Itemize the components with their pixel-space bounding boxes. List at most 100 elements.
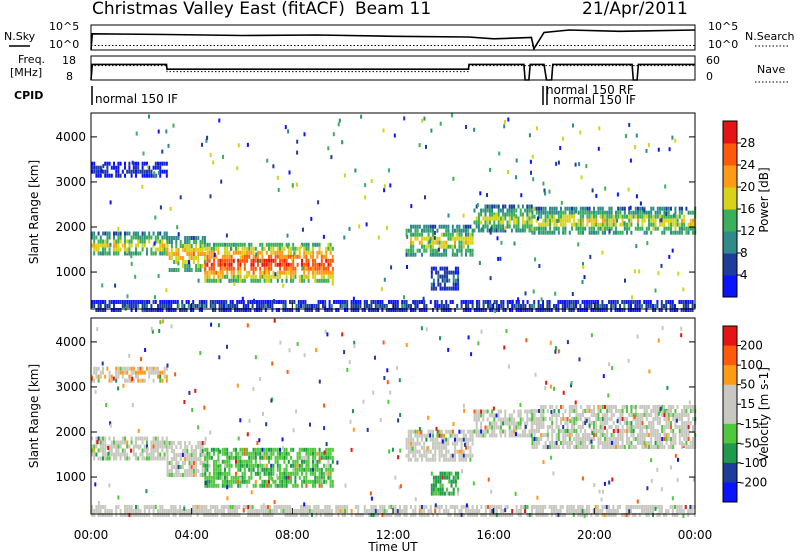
scatter-cell-2 <box>226 447 229 452</box>
scatter-speckle <box>562 136 564 141</box>
scatter-cell-5 <box>544 230 547 235</box>
scatter-speckle <box>648 369 651 374</box>
scatter-cell-1 <box>166 244 169 248</box>
scatter-cell-2 <box>208 483 211 488</box>
scatter-cell-2 <box>246 258 248 263</box>
scatter-cell-1 <box>175 252 178 256</box>
scatter-cell-8 <box>568 308 571 312</box>
scatter-cell-8 <box>456 513 459 517</box>
scatter-cell-8 <box>311 308 313 312</box>
scatter-cell-8 <box>454 509 456 513</box>
scatter-speckle <box>291 183 294 188</box>
scatter-cell-2 <box>204 447 207 452</box>
scatter-cell-5 <box>588 218 591 223</box>
scatter-cell-2 <box>307 258 310 263</box>
scatter-speckle <box>433 235 436 240</box>
scatter-speckle <box>638 269 641 274</box>
scatter-cell-8 <box>126 505 129 509</box>
scatter-cell-8 <box>500 513 503 517</box>
scatter-cell-2 <box>261 258 264 263</box>
scatter-speckle <box>682 514 685 518</box>
scatter-cell-2 <box>217 483 220 488</box>
scatter-cell-1 <box>170 469 173 473</box>
scatter-cell-5 <box>619 230 622 235</box>
scatter-cell-8 <box>368 304 371 308</box>
scatter-cell-8 <box>196 304 199 308</box>
scatter-cell-8 <box>196 509 199 513</box>
scatter-cell-2 <box>305 479 308 484</box>
scatter-cell-3 <box>429 248 432 253</box>
scatter-cell-3 <box>469 248 472 253</box>
scatter-cell-2 <box>215 242 218 247</box>
scatter-cell-2 <box>279 467 281 472</box>
scatter-cell-1 <box>199 244 202 248</box>
scatter-cell-6 <box>152 173 155 178</box>
scatter-cell-8 <box>196 505 199 509</box>
scatter-speckle <box>102 164 105 169</box>
scatter-cell-3 <box>445 437 448 442</box>
scatter-speckle <box>583 275 586 280</box>
scatter-cell-2 <box>206 270 209 275</box>
scatter-cell-8 <box>216 505 219 509</box>
scatter-cell-8 <box>196 513 199 517</box>
scatter-cell-3 <box>469 449 472 454</box>
scatter-cell-2 <box>305 467 308 472</box>
scatter-cell-3 <box>427 457 430 462</box>
scatter-cell-5 <box>663 409 666 413</box>
scatter-cell-2 <box>215 471 218 476</box>
scatter-cell-5 <box>562 226 565 231</box>
scatter-speckle <box>399 484 402 489</box>
scatter-cell-3 <box>469 232 472 237</box>
scatter-cell-8 <box>344 304 346 308</box>
scatter-cell-8 <box>603 505 606 509</box>
scatter-cell-1 <box>173 453 176 457</box>
scatter-cell-5 <box>593 421 595 425</box>
scatter-cell-8 <box>330 308 333 312</box>
scatter-cell-8 <box>192 300 195 304</box>
scatter-cell-8 <box>500 304 503 308</box>
scatter-cell-5 <box>683 413 686 417</box>
scatter-cell-2 <box>296 471 299 476</box>
scatter-cell-5 <box>531 230 534 235</box>
scatter-cell-5 <box>566 425 569 429</box>
scatter-cell-5 <box>606 433 609 437</box>
scatter-cell-3 <box>438 433 441 438</box>
scatter-cell-8 <box>568 300 571 304</box>
scatter-cell-8 <box>689 308 692 312</box>
scatter-cell-0 <box>154 247 157 252</box>
scatter-cell-8 <box>511 304 514 308</box>
scatter-cell-8 <box>179 505 181 509</box>
scatter-cell-0 <box>108 247 111 252</box>
scatter-cell-8 <box>141 300 144 304</box>
scatter-cell-8 <box>493 505 496 509</box>
scatter-cell-5 <box>619 409 622 413</box>
scatter-cell-5 <box>656 441 659 445</box>
scatter-cell-5 <box>687 445 690 449</box>
scatter-cell-2 <box>325 455 328 460</box>
scatter-cell-1 <box>203 252 206 256</box>
scatter-cell-2 <box>243 274 246 279</box>
scatter-cell-0 <box>117 448 120 453</box>
scatter-cell-5 <box>639 226 642 231</box>
scatter-cell-8 <box>245 308 247 312</box>
scatter-cell-8 <box>273 505 276 509</box>
scatter-cell-8 <box>438 505 441 509</box>
scatter-cell-3 <box>407 437 410 442</box>
scatter-cell-8 <box>423 513 426 517</box>
scatter-cell-8 <box>473 513 476 517</box>
scatter-cell-8 <box>504 505 507 509</box>
scatter-cell-8 <box>654 304 657 308</box>
scatter-speckle <box>325 442 328 447</box>
scatter-cell-5 <box>535 210 538 215</box>
scatter-cell-5 <box>606 214 609 219</box>
scatter-cell-5 <box>597 417 600 421</box>
scatter-cell-2 <box>294 475 297 480</box>
scatter-cell-2 <box>276 274 279 279</box>
scatter-cell-1 <box>168 469 171 473</box>
scatter-cell-5 <box>643 218 646 223</box>
scatter-cell-8 <box>205 509 208 513</box>
scatter-cell-1 <box>186 445 189 449</box>
scatter-speckle <box>352 296 355 301</box>
scatter-cell-2 <box>276 242 279 247</box>
scatter-speckle <box>434 503 437 508</box>
